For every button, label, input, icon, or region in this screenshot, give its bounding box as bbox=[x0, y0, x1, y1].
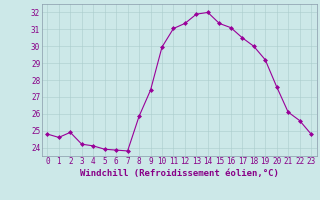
X-axis label: Windchill (Refroidissement éolien,°C): Windchill (Refroidissement éolien,°C) bbox=[80, 169, 279, 178]
